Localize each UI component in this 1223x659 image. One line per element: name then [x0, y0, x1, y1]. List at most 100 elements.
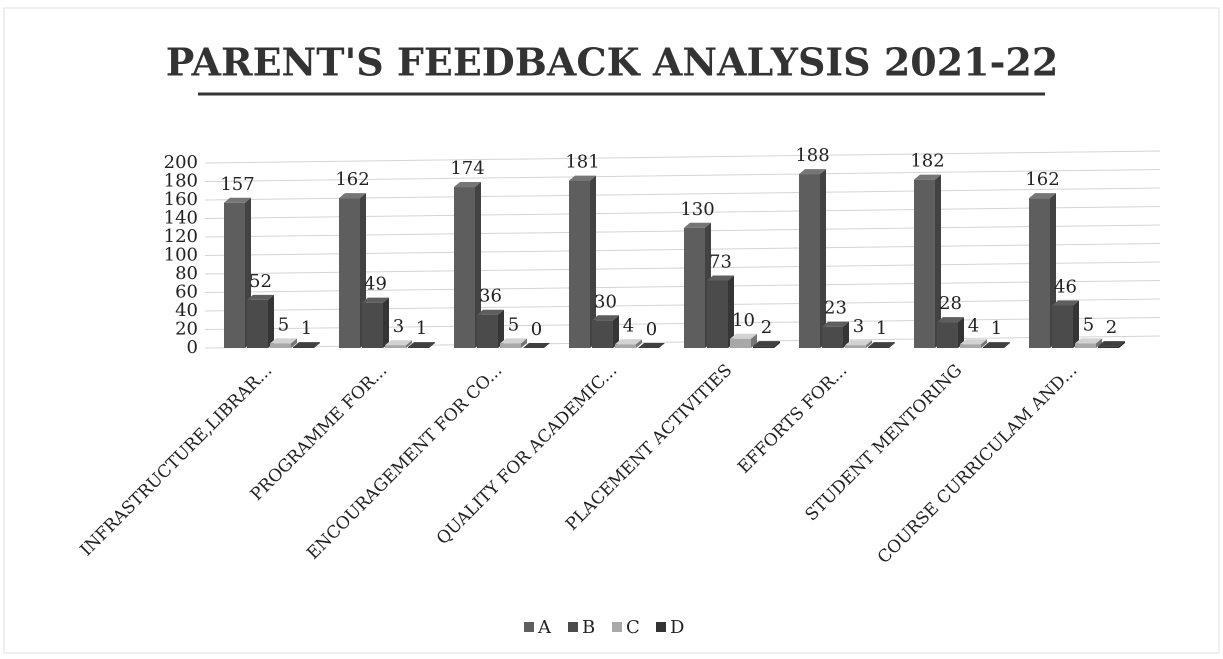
data-label: 73 — [709, 251, 732, 272]
data-label: 28 — [939, 293, 962, 314]
bar-top — [914, 174, 941, 180]
bar-top — [822, 321, 849, 327]
data-label: 4 — [623, 315, 634, 336]
bar-top — [960, 339, 987, 345]
grid-line — [204, 150, 1161, 164]
bar — [385, 345, 406, 348]
data-label: 181 — [565, 152, 599, 173]
bar-top — [983, 342, 1010, 348]
bar-top — [753, 341, 780, 347]
data-label: 3 — [393, 316, 404, 337]
bar — [247, 299, 268, 348]
data-label: 174 — [450, 158, 484, 179]
bar-side — [981, 339, 987, 348]
bar-side — [935, 174, 941, 348]
bar — [339, 198, 360, 348]
bar-side — [1119, 341, 1125, 348]
bar-side — [406, 340, 412, 348]
bar-side — [613, 315, 619, 348]
bar-side — [498, 309, 504, 348]
bar-side — [383, 297, 389, 348]
bar-top — [615, 339, 642, 345]
bar-side — [314, 342, 320, 348]
bar-top — [684, 222, 711, 228]
bar-top — [592, 315, 619, 321]
bar-top — [247, 294, 274, 300]
bar-top — [799, 169, 826, 175]
bar-side — [268, 294, 274, 348]
bar — [799, 174, 820, 348]
legend-label: D — [670, 617, 684, 638]
data-label: 52 — [249, 271, 272, 292]
bar-side — [1096, 338, 1102, 348]
bar — [454, 187, 475, 348]
grid-line — [204, 169, 1161, 182]
data-label: 5 — [508, 314, 519, 335]
bar-top — [937, 317, 964, 323]
legend-swatch — [568, 622, 578, 632]
bar — [1052, 305, 1073, 348]
data-label: 1 — [991, 318, 1002, 339]
bar — [1098, 346, 1119, 348]
bar-side — [889, 342, 895, 348]
bar-top — [270, 338, 297, 344]
bar — [615, 344, 636, 348]
bar — [845, 345, 866, 348]
bar — [408, 347, 429, 348]
data-label: 2 — [1106, 317, 1117, 338]
y-tick-label: 40 — [175, 300, 198, 321]
data-label: 1 — [301, 318, 312, 339]
bar-side — [751, 333, 757, 348]
bar-top — [385, 340, 412, 346]
bar-side — [475, 182, 481, 348]
bar-top — [730, 333, 757, 339]
bar — [937, 322, 958, 348]
legend-swatch — [656, 622, 666, 632]
y-tick-label: 20 — [175, 319, 198, 340]
data-label: 182 — [910, 151, 944, 172]
bar-side — [774, 341, 780, 348]
bar-side — [636, 339, 642, 348]
data-label: 23 — [824, 298, 847, 319]
bar-top — [1098, 341, 1125, 347]
bar — [684, 227, 705, 348]
bar — [1075, 343, 1096, 348]
x-tick-label: QUALITY FOR ACADEMIC... — [433, 361, 621, 549]
x-tick-label: COURSE CURRICULAM AND... — [874, 361, 1081, 568]
bar — [569, 180, 590, 348]
legend-swatch — [612, 622, 622, 632]
data-label: 49 — [364, 274, 387, 295]
y-tick-label: 160 — [164, 189, 198, 210]
data-label: 10 — [732, 310, 755, 331]
bar — [960, 344, 981, 348]
bar — [477, 314, 498, 348]
data-label: 30 — [594, 291, 617, 312]
bar — [362, 302, 383, 348]
data-label: 162 — [335, 169, 369, 190]
bar-top — [477, 309, 504, 315]
bar-top — [638, 343, 665, 348]
bar-top — [845, 340, 872, 346]
bar — [224, 202, 245, 348]
y-tick-label: 120 — [164, 226, 198, 247]
bar-top — [224, 197, 251, 203]
bar-top — [1052, 300, 1079, 306]
bar-side — [958, 317, 964, 348]
legend-label: C — [626, 617, 640, 638]
bar-top — [1029, 193, 1056, 199]
bar — [730, 338, 751, 348]
y-tick-label: 180 — [164, 171, 198, 192]
bar-side — [521, 338, 527, 348]
bar-top — [1075, 338, 1102, 344]
y-tick-label: 60 — [175, 282, 198, 303]
bar-side — [820, 169, 826, 348]
data-label: 36 — [479, 286, 502, 307]
bar-side — [866, 340, 872, 348]
legend-swatch — [524, 622, 534, 632]
data-label: 157 — [220, 174, 254, 195]
x-tick-label: INFRASTRUCTURE,LIBRAR... — [76, 361, 276, 561]
bar-top — [569, 175, 596, 181]
bar — [983, 347, 1004, 348]
chart-title: PARENT'S FEEDBACK ANALYSIS 2021-22 — [166, 40, 1059, 85]
